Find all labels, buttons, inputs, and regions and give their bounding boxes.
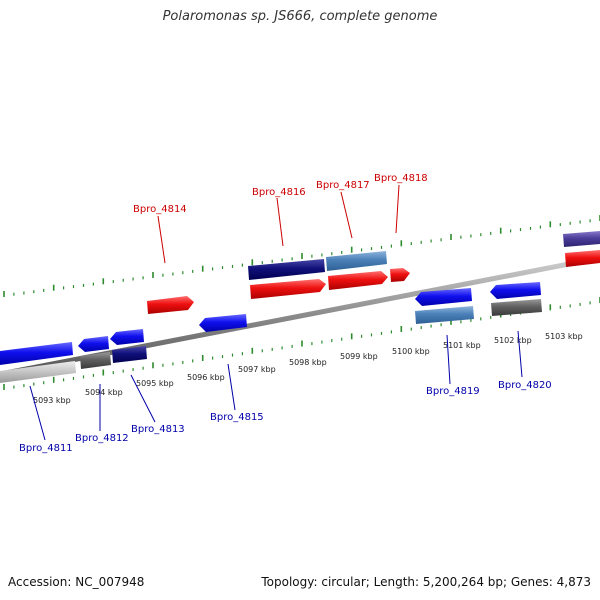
leader-bpro-4817 [340,191,353,239]
gene-arrow-bpro-4811-outer[interactable] [0,361,76,383]
gene-label-bpro-4820[interactable]: Bpro_4820 [498,380,552,391]
leader-bpro-4815 [227,363,236,411]
gene-arrow-bpro-4816-inner[interactable] [250,279,326,299]
gene-label-bpro-4818[interactable]: Bpro_4818 [374,173,428,184]
gene-arrow-far-right[interactable] [563,231,600,247]
topology-summary-text: Topology: circular; Length: 5,200,264 bp… [261,575,591,589]
gene-arrow-bpro-4819[interactable] [415,288,472,306]
scale-label-5093: 5093 kbp [33,396,71,405]
scale-label-5100: 5100 kbp [392,347,430,356]
accession-text: Accession: NC_007948 [8,575,145,589]
gene-arrow-bpro-4813[interactable] [110,329,144,345]
gene-label-bpro-4814[interactable]: Bpro_4814 [133,204,187,215]
gene-arrow-bpro-4814[interactable] [147,296,194,314]
map-title: Polaromonas sp. JS666, complete genome [162,9,438,24]
leader-bpro-4819 [446,334,451,385]
leader-bpro-4818 [395,184,400,234]
gene-arrow-bpro-4817[interactable] [328,271,388,290]
scale-label-5103: 5103 kbp [545,332,583,341]
gene-label-bpro-4811[interactable]: Bpro_4811 [19,443,73,454]
gene-label-bpro-4815[interactable]: Bpro_4815 [210,412,264,423]
gene-arrow-bpro-4813-outer[interactable] [112,346,147,363]
scale-label-5101: 5101 kbp [443,341,481,350]
gene-arrow-bpro-4812-outer[interactable] [80,352,111,369]
leader-bpro-4811 [29,385,46,441]
gene-arrow-bpro-4817-outer[interactable] [326,251,387,271]
gene-label-bpro-4812[interactable]: Bpro_4812 [75,433,129,444]
gene-arrow-bpro-4815[interactable] [199,314,247,332]
upper-tick-ruler [3,215,600,297]
gene-arrows [0,231,600,383]
gene-label-bpro-4816[interactable]: Bpro_4816 [252,187,306,198]
gene-arrow-bpro-4818[interactable] [390,268,410,282]
leader-bpro-4814 [157,215,166,264]
gene-label-bpro-4813[interactable]: Bpro_4813 [131,424,185,435]
label-leader-lines [29,184,523,441]
gene-arrow-bpro-4820-outer[interactable] [491,299,542,316]
gene-arrow-bpro-4820[interactable] [490,282,541,299]
scale-label-5099: 5099 kbp [340,352,378,361]
scale-label-5098: 5098 kbp [289,358,327,367]
scale-label-5094: 5094 kbp [85,388,123,397]
leader-bpro-4816 [276,197,284,247]
scale-label-5096: 5096 kbp [187,373,225,382]
gene-arrow-right-red[interactable] [565,250,600,267]
gene-labels: Bpro_4814 Bpro_4816 Bpro_4817 Bpro_4818 … [19,173,552,454]
gene-arrow-bpro-4819-outer[interactable] [415,306,474,324]
gene-arrow-bpro-4816[interactable] [248,259,325,280]
lower-tick-ruler [3,297,600,390]
scale-label-5097: 5097 kbp [238,365,276,374]
scale-label-5095: 5095 kbp [136,379,174,388]
leader-bpro-4820 [517,330,523,378]
gene-label-bpro-4817[interactable]: Bpro_4817 [316,180,370,191]
gene-arrow-bpro-4812[interactable] [78,336,109,352]
leader-bpro-4813 [130,374,156,423]
scale-labels: 5093 kbp 5094 kbp 5095 kbp 5096 kbp 5097… [33,332,583,405]
scale-label-5102: 5102 kbp [494,336,532,345]
gene-label-bpro-4819[interactable]: Bpro_4819 [426,386,480,397]
gene-arrow-bpro-4811[interactable] [0,342,73,365]
